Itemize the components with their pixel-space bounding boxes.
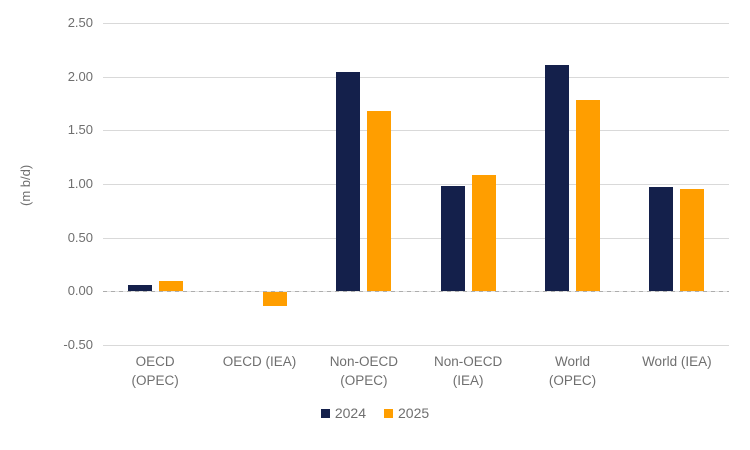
gridline	[103, 130, 729, 132]
gridline	[103, 76, 729, 78]
x-axis-label: Non-OECD (OPEC)	[329, 354, 398, 388]
bar-2024-non-oecd-opec	[336, 72, 361, 292]
y-tick-label: 2.50	[67, 15, 93, 30]
bar-2024-world-opec	[545, 64, 569, 292]
y-tick-label: 0.00	[67, 283, 93, 299]
legend-swatch-2024	[320, 408, 330, 418]
bar-2025-non-oecd-opec	[367, 111, 392, 292]
y-tick-label: -0.50	[63, 337, 93, 352]
bar-2025-oecd-iea	[263, 292, 287, 307]
y-tick-label: 0.50	[67, 229, 93, 245]
legend: 2024 2025	[0, 405, 750, 421]
bar-2024-world-iea	[649, 187, 674, 292]
bar-2024-oecd-opec	[127, 284, 152, 292]
gridline	[103, 237, 729, 239]
bar-2025-world-opec	[576, 100, 600, 292]
legend-entry-2024: 2024	[320, 405, 366, 421]
x-axis-label: World (IEA)	[642, 354, 712, 369]
bar-2025-non-oecd-iea	[471, 175, 496, 292]
bar-2025-oecd-opec	[158, 280, 183, 292]
y-tick-label: 1.50	[67, 122, 93, 138]
y-tick-label: 2.00	[67, 68, 93, 84]
bar-2025-world-iea	[680, 189, 705, 292]
zero-gridline	[103, 291, 729, 293]
legend-swatch-2025	[384, 408, 393, 418]
x-axis-label: Non-OECD (IEA)	[434, 354, 503, 388]
x-axis-label: World (OPEC)	[548, 354, 597, 388]
gridline	[103, 345, 729, 346]
legend-label-2024: 2024	[334, 405, 366, 421]
gridline	[103, 23, 729, 24]
gridline	[103, 184, 729, 185]
plot-area	[103, 23, 729, 346]
legend-label-2025: 2025	[398, 405, 430, 421]
x-axis-label: OECD (OPEC)	[131, 354, 179, 388]
y-tick-label: 1.00	[67, 176, 93, 191]
bar-2024-non-oecd-iea	[440, 186, 465, 292]
x-axis-label: OECD (IEA)	[222, 354, 297, 369]
legend-entry-2025: 2025	[384, 405, 429, 421]
